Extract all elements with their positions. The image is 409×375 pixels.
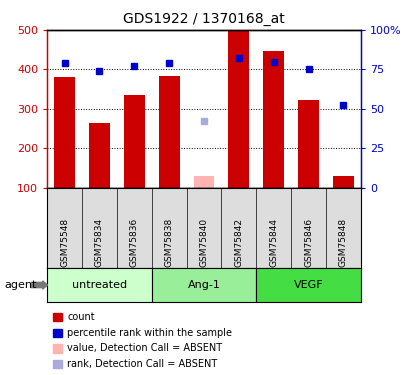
Text: percentile rank within the sample: percentile rank within the sample <box>67 328 231 338</box>
Title: GDS1922 / 1370168_at: GDS1922 / 1370168_at <box>123 12 284 26</box>
Text: GSM75838: GSM75838 <box>164 217 173 267</box>
Text: rank, Detection Call = ABSENT: rank, Detection Call = ABSENT <box>67 359 217 369</box>
Bar <box>158 76 179 188</box>
Bar <box>256 268 360 302</box>
Text: GSM75836: GSM75836 <box>130 217 138 267</box>
Bar <box>151 268 256 302</box>
Bar <box>228 31 249 188</box>
Text: untreated: untreated <box>72 280 127 290</box>
Text: GSM75844: GSM75844 <box>269 217 277 267</box>
Text: GSM75842: GSM75842 <box>234 217 243 267</box>
Text: count: count <box>67 312 94 322</box>
Bar <box>124 95 144 188</box>
Text: GSM75834: GSM75834 <box>95 217 103 267</box>
Bar <box>332 176 353 188</box>
Bar <box>54 77 75 188</box>
Bar <box>47 268 151 302</box>
Bar <box>193 176 214 188</box>
Text: GSM75848: GSM75848 <box>338 217 347 267</box>
Text: VEGF: VEGF <box>293 280 323 290</box>
Bar <box>263 51 283 188</box>
Text: Ang-1: Ang-1 <box>187 280 220 290</box>
Text: GSM75840: GSM75840 <box>199 217 208 267</box>
Text: GSM75548: GSM75548 <box>60 217 69 267</box>
Text: agent: agent <box>4 280 36 290</box>
Text: value, Detection Call = ABSENT: value, Detection Call = ABSENT <box>67 344 222 353</box>
Bar <box>89 123 110 188</box>
Text: GSM75846: GSM75846 <box>303 217 312 267</box>
Bar <box>297 100 318 188</box>
